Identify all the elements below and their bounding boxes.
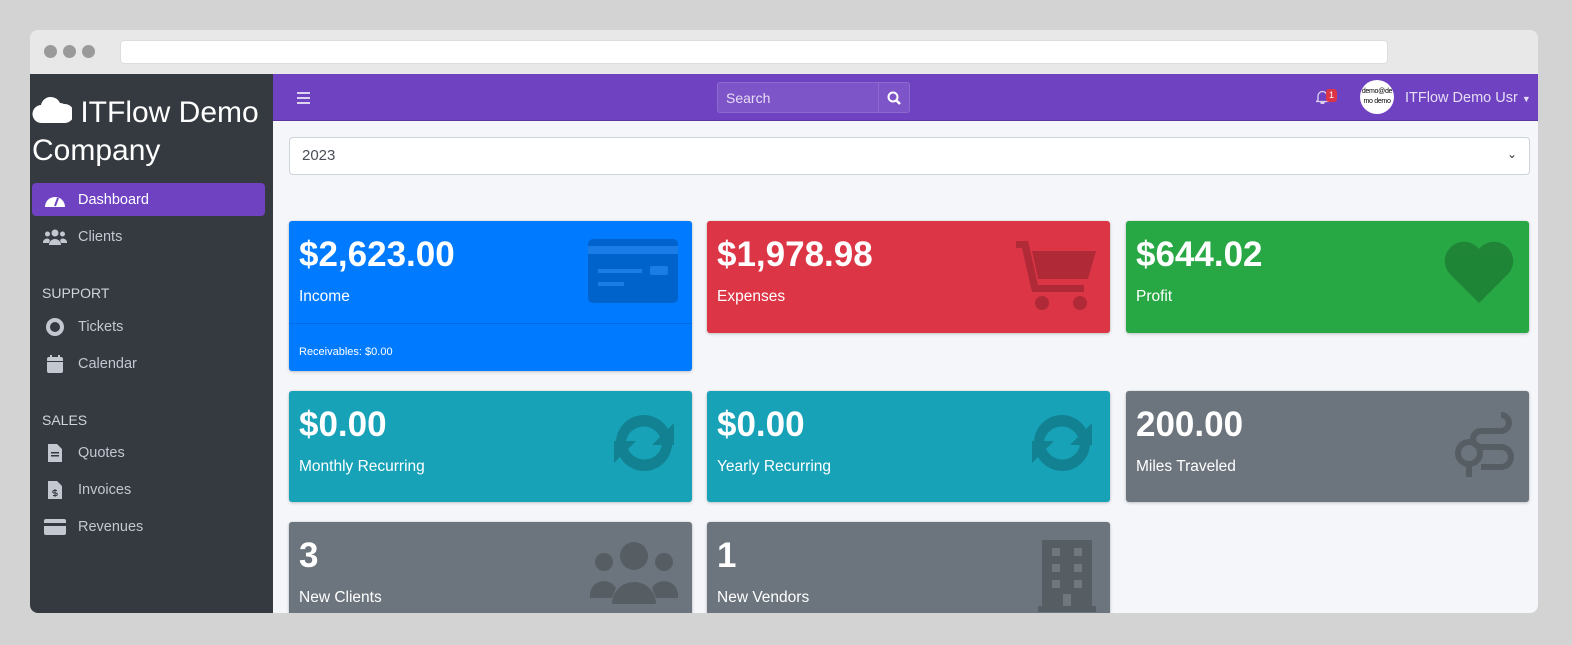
users-icon (590, 540, 678, 609)
sync-icon (610, 409, 678, 482)
stat-label: New Clients (299, 589, 382, 606)
sidebar-item-revenues[interactable]: Revenues (32, 510, 265, 543)
window-minimize-dot[interactable] (63, 45, 76, 58)
stat-card-yearly-recurring[interactable]: $0.00 Yearly Recurring (707, 391, 1110, 502)
sidebar-item-quotes[interactable]: Quotes (32, 436, 265, 469)
stat-card-income[interactable]: $2,623.00 Income Receivables: $0.00 (289, 221, 692, 371)
stat-label: Miles Traveled (1136, 458, 1236, 475)
stat-label: Yearly Recurring (717, 458, 832, 475)
brand-name: ITFlow Demo Company (32, 96, 259, 167)
stat-value: $0.00 (717, 405, 805, 444)
dashboard-icon (45, 196, 65, 207)
stat-value: $0.00 (299, 405, 387, 444)
stat-label: Monthly Recurring (299, 458, 425, 475)
sidebar-item-dashboard[interactable]: Dashboard (32, 183, 265, 216)
route-icon (1455, 409, 1515, 486)
stat-value: $1,978.98 (717, 235, 873, 274)
stat-label: Expenses (717, 288, 786, 305)
user-name: ITFlow Demo Usr (1405, 90, 1518, 106)
stat-card-miles-traveled[interactable]: 200.00 Miles Traveled (1126, 391, 1529, 502)
stat-card-new-vendors[interactable]: 1 New Vendors (707, 522, 1110, 613)
notifications-button[interactable]: 1 (1314, 89, 1338, 109)
sidebar-item-label: Calendar (78, 355, 137, 372)
search-icon (887, 91, 901, 105)
sidebar-header-support: SUPPORT (42, 285, 110, 301)
browser-window: ITFlow Demo Company Dashboard Clients SU… (30, 30, 1538, 613)
heart-icon (1443, 239, 1515, 308)
sidebar-item-label: Dashboard (78, 191, 149, 208)
stat-value: 3 (299, 536, 319, 575)
hamburger-menu-icon[interactable] (297, 92, 310, 104)
year-select[interactable]: 2023 ⌄ (289, 137, 1530, 175)
stat-value: $644.02 (1136, 235, 1263, 274)
stat-value: $2,623.00 (299, 235, 455, 274)
top-navbar: 1 demo@demo demo ITFlow Demo Usr ▼ (273, 74, 1538, 121)
calendar-icon (47, 354, 63, 373)
notification-badge: 1 (1326, 89, 1338, 102)
life-ring-icon (46, 317, 64, 336)
browser-titlebar (30, 30, 1538, 74)
shopping-cart-icon (1016, 239, 1096, 316)
users-icon (43, 229, 67, 245)
search-form (717, 82, 910, 113)
sidebar-item-tickets[interactable]: Tickets (32, 310, 265, 343)
avatar-text: demo@demo demo (1361, 88, 1393, 105)
stat-card-new-clients[interactable]: 3 New Clients (289, 522, 692, 613)
invoice-icon (48, 480, 62, 499)
main-content: 2023 ⌄ $2,623.00 Income Receivables: $0.00 $… (273, 121, 1538, 613)
window-maximize-dot[interactable] (82, 45, 95, 58)
sidebar: ITFlow Demo Company Dashboard Clients SU… (30, 74, 273, 613)
stat-card-expenses[interactable]: $1,978.98 Expenses (707, 221, 1110, 333)
search-input[interactable] (717, 82, 878, 113)
user-menu[interactable]: ITFlow Demo Usr ▼ (1405, 90, 1531, 106)
chevron-down-icon: ⌄ (1506, 147, 1517, 161)
sidebar-header-sales: SALES (42, 412, 88, 428)
sidebar-item-label: Revenues (78, 518, 144, 535)
year-select-value: 2023 (302, 147, 336, 164)
sidebar-item-label: Clients (78, 228, 123, 245)
stat-label: Profit (1136, 288, 1173, 305)
sidebar-item-label: Tickets (78, 318, 124, 335)
sidebar-item-calendar[interactable]: Calendar (32, 347, 265, 380)
file-icon (48, 443, 62, 462)
search-button[interactable] (878, 82, 910, 113)
stat-value: 200.00 (1136, 405, 1244, 444)
cloud-icon (32, 96, 75, 124)
credit-card-icon (588, 239, 678, 308)
building-icon (1038, 540, 1096, 613)
stat-card-monthly-recurring[interactable]: $0.00 Monthly Recurring (289, 391, 692, 502)
stat-card-profit[interactable]: $644.02 Profit (1126, 221, 1529, 333)
stat-footer[interactable]: Receivables: $0.00 (289, 323, 692, 371)
address-bar[interactable] (120, 40, 1388, 64)
stat-label: Income (299, 288, 350, 305)
credit-card-icon (44, 518, 66, 535)
avatar[interactable]: demo@demo demo (1360, 80, 1394, 114)
sidebar-item-invoices[interactable]: Invoices (32, 473, 265, 506)
sidebar-item-label: Quotes (78, 444, 125, 461)
sync-icon (1028, 409, 1096, 482)
stat-label: New Vendors (717, 589, 810, 606)
sidebar-item-label: Invoices (78, 481, 132, 498)
stat-value: 1 (717, 536, 737, 575)
brand-link[interactable]: ITFlow Demo Company (32, 94, 273, 172)
caret-down-icon: ▼ (1521, 94, 1531, 104)
window-close-dot[interactable] (44, 45, 57, 58)
sidebar-item-clients[interactable]: Clients (32, 220, 265, 253)
